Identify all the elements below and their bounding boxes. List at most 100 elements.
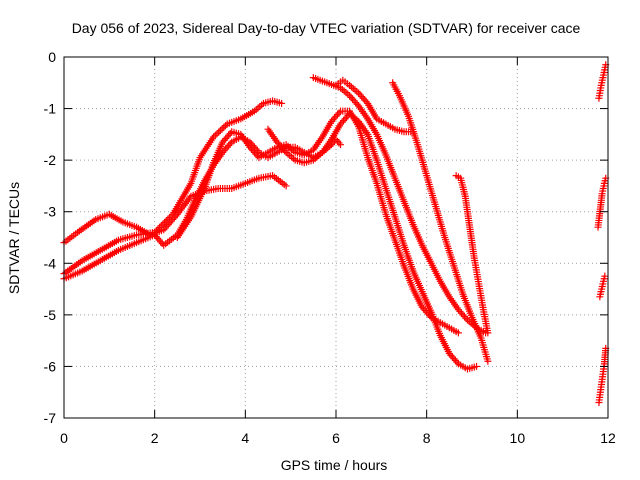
data-points-run: [401, 243, 416, 273]
data-point: [484, 329, 492, 337]
data-point: [337, 120, 345, 128]
data-points-run: [347, 93, 361, 108]
data-points-run: [466, 363, 478, 372]
data-points-run: [80, 258, 102, 274]
data-points-run: [117, 240, 138, 253]
data-points-run: [462, 194, 473, 229]
data-points-run: [334, 137, 343, 147]
x-tick-labels: 0 2 4 6 8 10 12: [60, 430, 616, 446]
data-points-run: [170, 181, 194, 216]
data-points-run: [393, 126, 406, 135]
data-points-run: [117, 232, 138, 243]
data-points-run: [320, 119, 334, 139]
data-points-run: [75, 217, 98, 235]
data-points-run: [374, 132, 389, 157]
data-point: [355, 89, 363, 97]
series-8: [452, 172, 492, 337]
data-points-run: [107, 211, 125, 225]
data-points-run: [390, 81, 402, 98]
data-points-run: [383, 212, 398, 242]
data-point: [282, 182, 290, 190]
y-tick-label: -4: [44, 255, 57, 271]
data-point: [346, 92, 354, 100]
data-points-run: [373, 158, 389, 190]
data-points-run: [329, 137, 338, 147]
data-point: [273, 138, 281, 146]
data-points-run: [356, 91, 370, 106]
data-points-run: [271, 97, 283, 107]
data-point: [151, 231, 159, 239]
data-points-run: [457, 361, 469, 372]
data-points-run: [293, 157, 306, 166]
data-points-run: [275, 140, 289, 155]
y-tick-label: -3: [44, 204, 57, 220]
y-tick-label: -6: [44, 358, 57, 374]
x-tick-label: 2: [151, 430, 159, 446]
data-points-run: [211, 140, 226, 165]
x-tick-label: 6: [332, 430, 340, 446]
data-points-run: [364, 156, 380, 185]
data-points-run: [599, 182, 608, 195]
data-points-run: [284, 150, 297, 163]
data-points-run: [152, 212, 175, 235]
data-points-run: [373, 182, 389, 216]
data-points-run: [94, 211, 111, 223]
data-points-run: [192, 179, 208, 201]
data-point: [337, 141, 345, 149]
data-points-run: [347, 111, 361, 124]
series-9: [595, 61, 610, 102]
data-points-run: [396, 94, 412, 118]
data-points-run: [257, 150, 270, 160]
data-points-run: [469, 315, 484, 340]
y-tick-label: -2: [44, 152, 57, 168]
data-points-run: [266, 145, 279, 155]
data-point: [278, 99, 286, 107]
data-points-run: [98, 237, 120, 253]
data-points-run: [355, 125, 371, 159]
data-points-run: [197, 135, 216, 160]
data-points-run: [230, 134, 243, 145]
data-points-run: [471, 256, 482, 286]
data-point: [160, 226, 168, 234]
data-points-run: [188, 187, 208, 219]
data-points-run: [419, 290, 434, 314]
data-points-run: [162, 232, 179, 248]
data-points-run: [460, 292, 475, 319]
data-points-run: [597, 192, 606, 211]
data-points-run: [439, 320, 451, 330]
data-points-run: [211, 122, 229, 139]
data-points-run: [339, 107, 351, 115]
data-point: [219, 138, 227, 146]
data-points-run: [365, 117, 380, 136]
data-points-run: [284, 142, 297, 155]
data-points-run: [441, 236, 457, 268]
x-tick-label: 0: [60, 430, 68, 446]
data-points-run: [392, 238, 407, 268]
series-1: [60, 97, 286, 278]
data-points-run: [401, 264, 416, 291]
series-11: [596, 272, 609, 301]
data-points-run: [600, 63, 609, 76]
data-points-run: [320, 137, 334, 155]
y-tick-label: -7: [44, 410, 57, 426]
series-10: [594, 174, 610, 231]
data-points-run: [432, 205, 448, 239]
data-points-run: [392, 215, 407, 247]
data-points-run: [447, 295, 461, 312]
x-tick-label: 12: [600, 430, 616, 446]
data-points-run: [597, 375, 606, 391]
data-points-run: [365, 101, 380, 121]
data-points-run: [383, 187, 398, 219]
data-points-run: [62, 268, 84, 282]
data-points-run: [161, 212, 180, 232]
data-points-run: [239, 108, 256, 122]
data-points-run: [364, 133, 380, 162]
data-points-run: [225, 116, 243, 127]
data-points-run: [334, 78, 345, 88]
data-points-run: [341, 78, 351, 88]
series-5: [309, 74, 490, 337]
data-points-run: [428, 310, 443, 337]
data-points-run: [252, 101, 266, 114]
data-points-run: [456, 307, 470, 322]
